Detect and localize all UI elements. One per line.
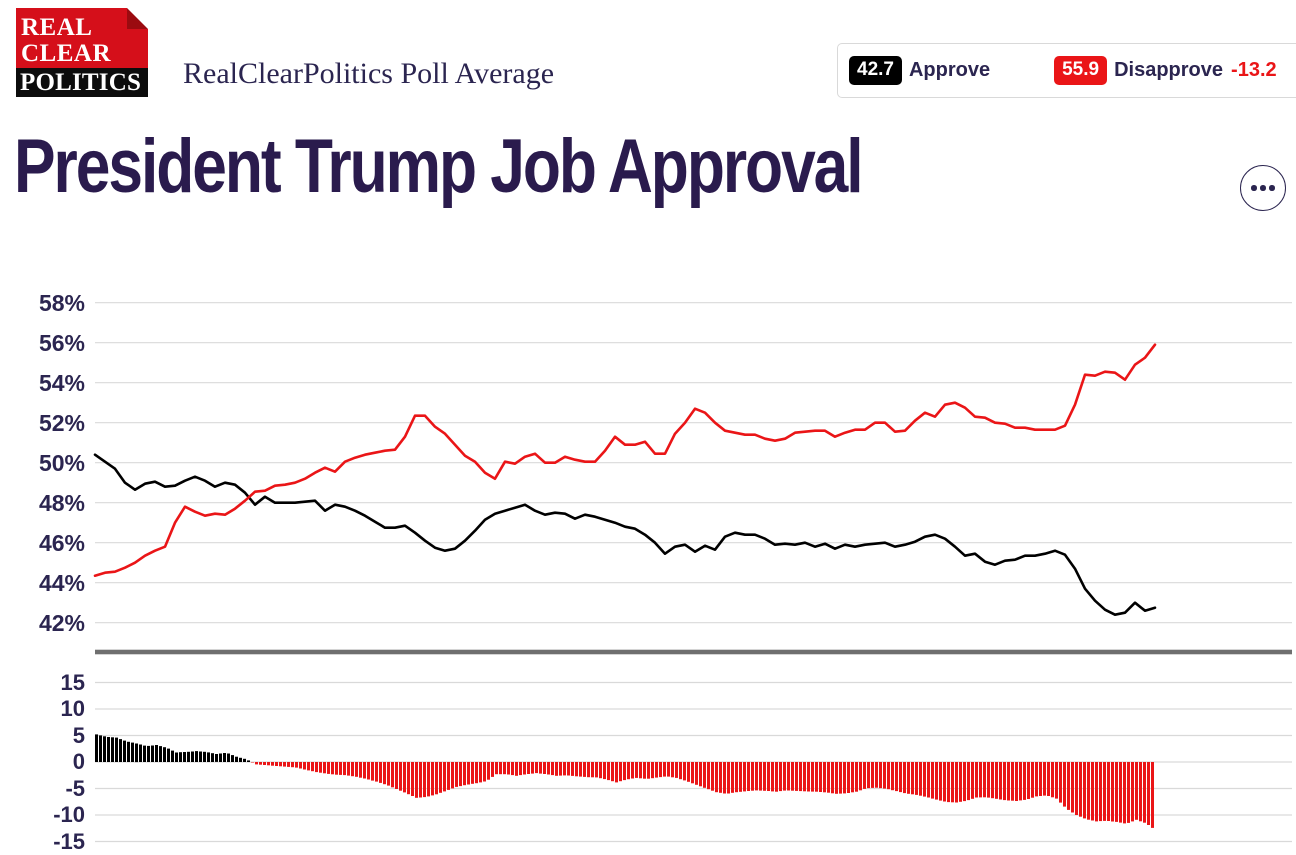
- rcp-logo-text-politics: POLITICS: [20, 69, 142, 96]
- approve-line: [93, 453, 1157, 617]
- spread-bars: [95, 734, 1154, 828]
- rcp-logo-text-clear: CLEAR: [21, 40, 112, 67]
- page-title: President Trump Job Approval: [14, 124, 864, 209]
- rcp-logo-text-real: REAL: [21, 14, 93, 41]
- spread-value: -13.2: [1231, 59, 1277, 81]
- folded-corner-icon: [127, 8, 148, 29]
- approve-value-badge: 42.7: [849, 56, 902, 85]
- disapprove-legend-label: Disapprove: [1114, 59, 1224, 81]
- rcp-logo[interactable]: REAL CLEAR POLITICS: [16, 8, 148, 97]
- disapprove-line: [93, 343, 1157, 578]
- rcp-logo-band: POLITICS: [16, 68, 148, 97]
- more-options-button[interactable]: [1240, 165, 1286, 211]
- ellipsis-icon: [1269, 185, 1275, 191]
- ellipsis-icon: [1260, 185, 1266, 191]
- poll-average-subtitle: RealClearPolitics Poll Average: [183, 57, 555, 90]
- chart-separator: [95, 649, 1292, 655]
- main-gridlines: [95, 302, 1292, 624]
- disapprove-value-badge: 55.9: [1054, 56, 1108, 85]
- ellipsis-icon: [1251, 185, 1257, 191]
- legend-box: 42.7 Approve 55.9 Disapprove -13.2: [837, 43, 1296, 98]
- approve-legend-label: Approve: [908, 59, 991, 81]
